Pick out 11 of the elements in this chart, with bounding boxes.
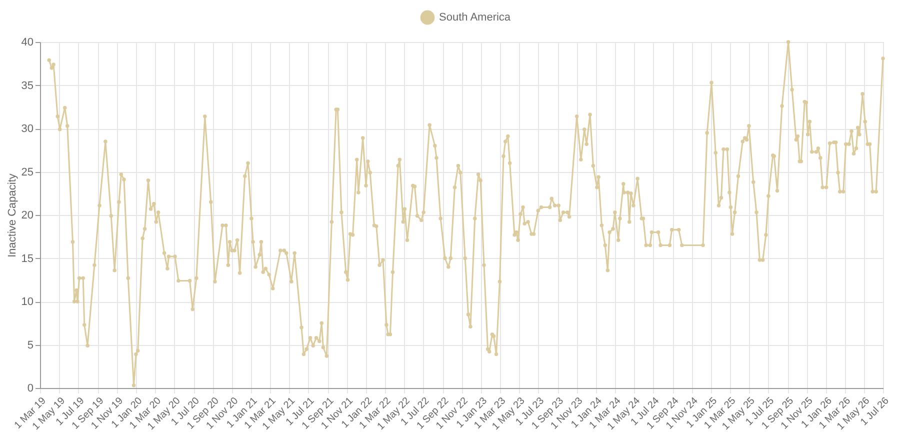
y-tick-label: 0: [27, 382, 34, 394]
y-tick-label: 15: [21, 252, 34, 265]
y-axis-title: Inactive Capacity: [6, 173, 18, 258]
y-tick-label: 5: [27, 339, 34, 352]
y-tick-label: 20: [21, 210, 34, 222]
y-tick-label: 30: [21, 123, 34, 135]
y-tick-label: 40: [21, 36, 34, 48]
legend-label: South America: [439, 12, 512, 24]
y-tick-label: 35: [21, 80, 34, 92]
y-tick-label: 10: [21, 296, 34, 308]
y-tick-label: 25: [21, 166, 34, 178]
